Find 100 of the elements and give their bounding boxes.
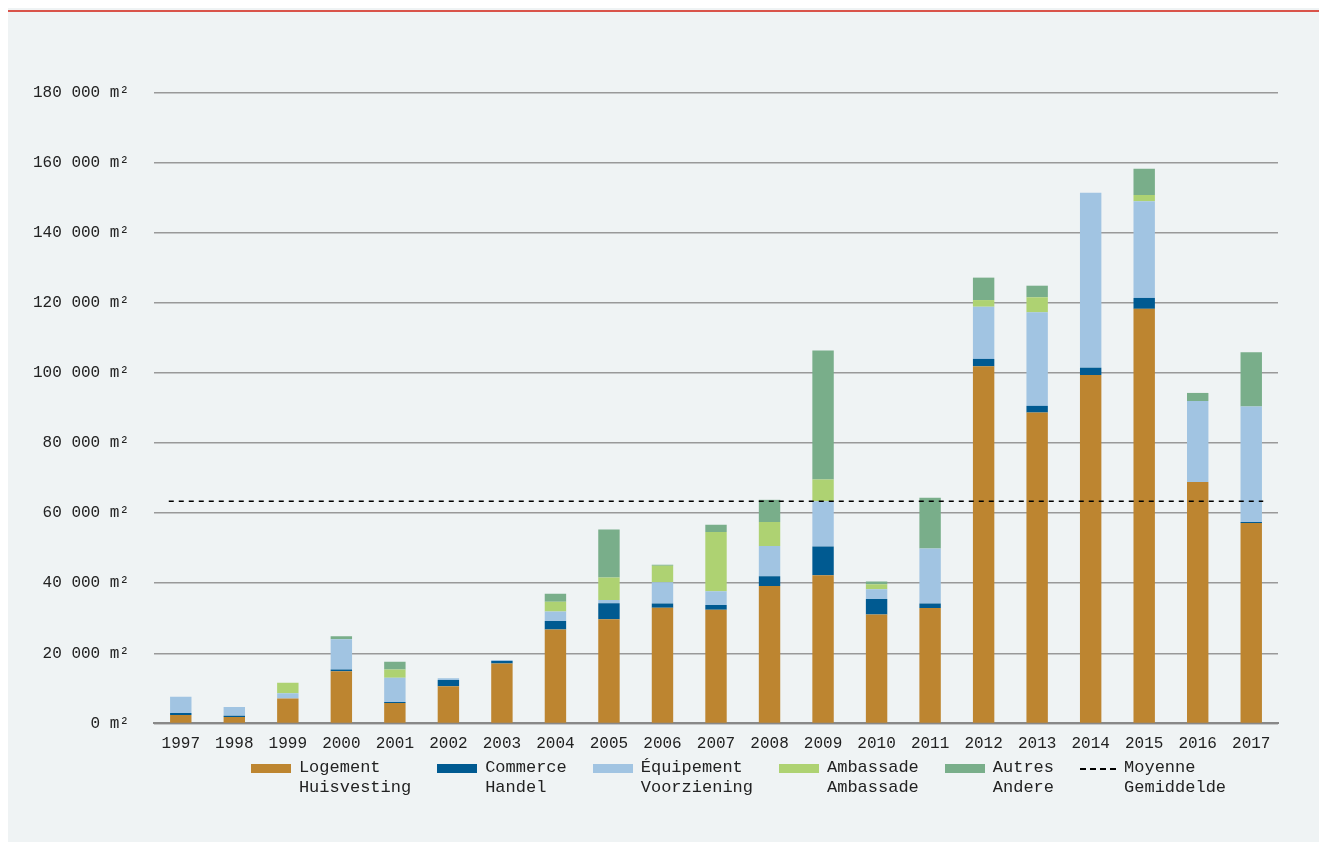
bar — [1026, 285, 1048, 298]
bar — [705, 609, 727, 723]
bar — [705, 604, 727, 610]
x-tick-label: 2013 — [1017, 735, 1057, 754]
y-tick-label: 180 000 m² — [33, 83, 130, 102]
bar — [330, 636, 353, 640]
legend-label: Commerce Handel — [485, 758, 567, 798]
x-tick-label: 2014 — [1071, 735, 1110, 754]
bar — [223, 717, 246, 723]
bar — [384, 677, 406, 703]
bar — [1026, 312, 1048, 406]
bar — [1133, 308, 1155, 723]
bar — [598, 619, 620, 723]
bar — [1240, 406, 1262, 522]
bar — [1240, 352, 1262, 407]
y-tick-label: 60 000 m² — [42, 504, 130, 523]
bar — [384, 669, 406, 678]
bar — [170, 714, 192, 723]
bar — [330, 671, 353, 723]
bar — [1026, 297, 1048, 313]
bar — [1026, 412, 1048, 723]
x-tick-label: 2005 — [589, 735, 629, 754]
x-tick-label: 2010 — [857, 735, 896, 754]
bar — [598, 603, 620, 620]
x-tick-label: 2009 — [803, 735, 843, 754]
y-tick-label: 20 000 m² — [42, 644, 130, 663]
y-tick-label: 100 000 m² — [33, 364, 130, 383]
bar — [758, 521, 781, 547]
bar — [812, 350, 834, 480]
bar — [277, 682, 299, 694]
bar — [544, 629, 567, 723]
bar — [384, 703, 406, 723]
bar — [1187, 481, 1209, 723]
legend-label: Logement Huisvesting — [298, 758, 412, 798]
bar — [1240, 522, 1262, 723]
bar — [865, 584, 888, 590]
bar — [651, 607, 674, 723]
x-tick-label: 2012 — [964, 735, 1003, 754]
bar — [1187, 392, 1209, 401]
bar — [277, 698, 299, 723]
bar — [972, 306, 995, 359]
bar — [865, 589, 888, 599]
bar — [544, 621, 567, 630]
bar — [758, 586, 781, 723]
bar — [437, 686, 460, 723]
legend-label: Ambassade Ambassade — [826, 758, 919, 798]
bar — [1133, 201, 1155, 298]
x-tick-label: 1999 — [268, 735, 308, 754]
y-tick-label: 40 000 m² — [42, 574, 130, 593]
bar — [705, 532, 727, 592]
bar — [812, 575, 834, 723]
y-tick-label: 140 000 m² — [33, 224, 130, 243]
bar — [1133, 297, 1155, 309]
bar — [972, 277, 995, 301]
bar — [758, 576, 781, 587]
bar — [972, 300, 995, 307]
legend-label: Autres Andere — [992, 758, 1055, 798]
x-tick-label: 2008 — [750, 735, 789, 754]
bar — [544, 611, 567, 622]
bar — [1133, 168, 1155, 195]
bar — [758, 499, 781, 522]
x-tick-label: 2001 — [375, 735, 415, 754]
bar — [491, 663, 513, 723]
bar — [1187, 400, 1209, 482]
x-tick-label: 2006 — [643, 735, 682, 754]
bar — [919, 497, 941, 549]
x-tick-label: 2003 — [482, 735, 522, 754]
x-tick-label: 1997 — [161, 735, 200, 754]
x-tick-label: 2015 — [1124, 735, 1164, 754]
bar — [1133, 194, 1155, 202]
bar — [972, 358, 995, 367]
x-tick-label: 2007 — [696, 735, 736, 754]
bar — [651, 603, 674, 608]
bar — [1079, 367, 1102, 376]
bar — [544, 593, 567, 602]
bar — [223, 706, 246, 716]
bar — [437, 679, 460, 687]
bar — [1026, 405, 1048, 413]
bar — [865, 614, 888, 723]
bar — [384, 661, 406, 670]
x-tick-label: 2000 — [322, 735, 361, 754]
bar — [705, 524, 727, 533]
bar — [277, 693, 299, 699]
x-tick-label: 2004 — [536, 735, 575, 754]
bar — [598, 577, 620, 601]
legend-label: Équipement Voorziening — [640, 758, 753, 798]
y-tick-label: 160 000 m² — [33, 153, 130, 172]
x-tick-label: 1998 — [215, 735, 254, 754]
x-tick-label: 2011 — [910, 735, 950, 754]
y-tick-label: 0 m² — [90, 714, 130, 733]
bar — [919, 603, 941, 609]
bar — [170, 696, 192, 713]
bar — [972, 366, 995, 723]
bar — [1079, 375, 1102, 723]
bar — [651, 565, 674, 583]
bar — [919, 608, 941, 723]
bar — [812, 501, 834, 547]
bar — [544, 601, 567, 612]
y-tick-label: 120 000 m² — [33, 294, 130, 313]
bar — [651, 582, 674, 604]
